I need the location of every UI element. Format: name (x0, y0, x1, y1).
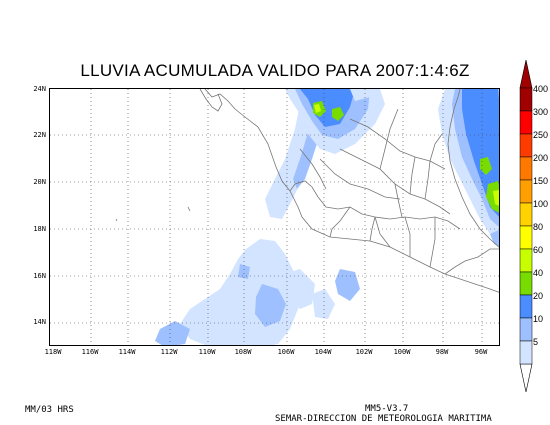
color-bar-label: 200 (533, 153, 549, 163)
color-bar-swatch (519, 225, 533, 250)
lat-label: 18N (33, 225, 46, 233)
color-bar-svg (519, 59, 533, 393)
lon-label: 114W (118, 348, 136, 356)
color-bar-swatch (519, 317, 533, 342)
lon-label: 110W (198, 348, 216, 356)
footer-left: MM/03 HRS (25, 405, 74, 415)
lat-label: 24N (33, 85, 46, 93)
footer-org: SEMAR-DIRECCION DE METEOROLOGIA MARITIMA (275, 414, 492, 424)
lat-label: 16N (33, 272, 46, 280)
coastline (115, 89, 499, 293)
color-bar-swatch (519, 294, 533, 319)
color-bar-label: 10 (533, 314, 544, 324)
color-bar-swatch (519, 340, 533, 365)
color-bar-swatch (519, 156, 533, 181)
precipitation-map (49, 88, 500, 346)
lon-label: 104W (314, 348, 332, 356)
color-bar-swatch (519, 248, 533, 273)
color-bar-swatch (519, 202, 533, 227)
color-bar-label: 40 (533, 268, 544, 278)
footer-model: MM5-V3.7 (365, 404, 409, 414)
color-bar-label: 80 (533, 222, 544, 232)
lat-label: 20N (33, 178, 46, 186)
lat-label: 22N (33, 131, 46, 139)
color-bar-swatch (519, 271, 533, 296)
lon-label: 96W (474, 348, 488, 356)
lon-label: 112W (160, 348, 178, 356)
lon-label: 106W (277, 348, 295, 356)
color-bar-label: 300 (533, 107, 549, 117)
grid (50, 89, 499, 345)
rain-area-north (285, 89, 385, 154)
color-bar-top-arrow (519, 59, 533, 89)
lon-label: 118W (44, 348, 62, 356)
lon-label: 108W (234, 348, 252, 356)
color-bar-label: 20 (533, 291, 544, 301)
color-bar-label: 60 (533, 245, 544, 255)
map-title: LLUVIA ACUMULADA VALIDO PARA 2007:1:4:6Z (80, 61, 470, 80)
lon-label: 100W (393, 348, 411, 356)
color-bar-label: 150 (533, 176, 549, 186)
color-bar-label: 250 (533, 130, 549, 140)
color-bar-label: 400 (533, 84, 549, 94)
color-bar-swatch (519, 133, 533, 158)
color-bar-label: 100 (533, 199, 549, 209)
color-bar-bottom-arrow (519, 363, 533, 393)
lat-label: 14N (33, 318, 46, 326)
color-bar-swatch (519, 110, 533, 135)
lon-label: 116W (81, 348, 99, 356)
color-bar-label: 5 (533, 337, 539, 347)
map-canvas (50, 89, 499, 345)
lon-label: 102W (355, 348, 373, 356)
color-bar (517, 59, 535, 393)
color-bar-swatch (519, 179, 533, 204)
rain-area-gulf (438, 89, 499, 247)
color-bar-swatch (519, 87, 533, 112)
lon-label: 98W (435, 348, 449, 356)
